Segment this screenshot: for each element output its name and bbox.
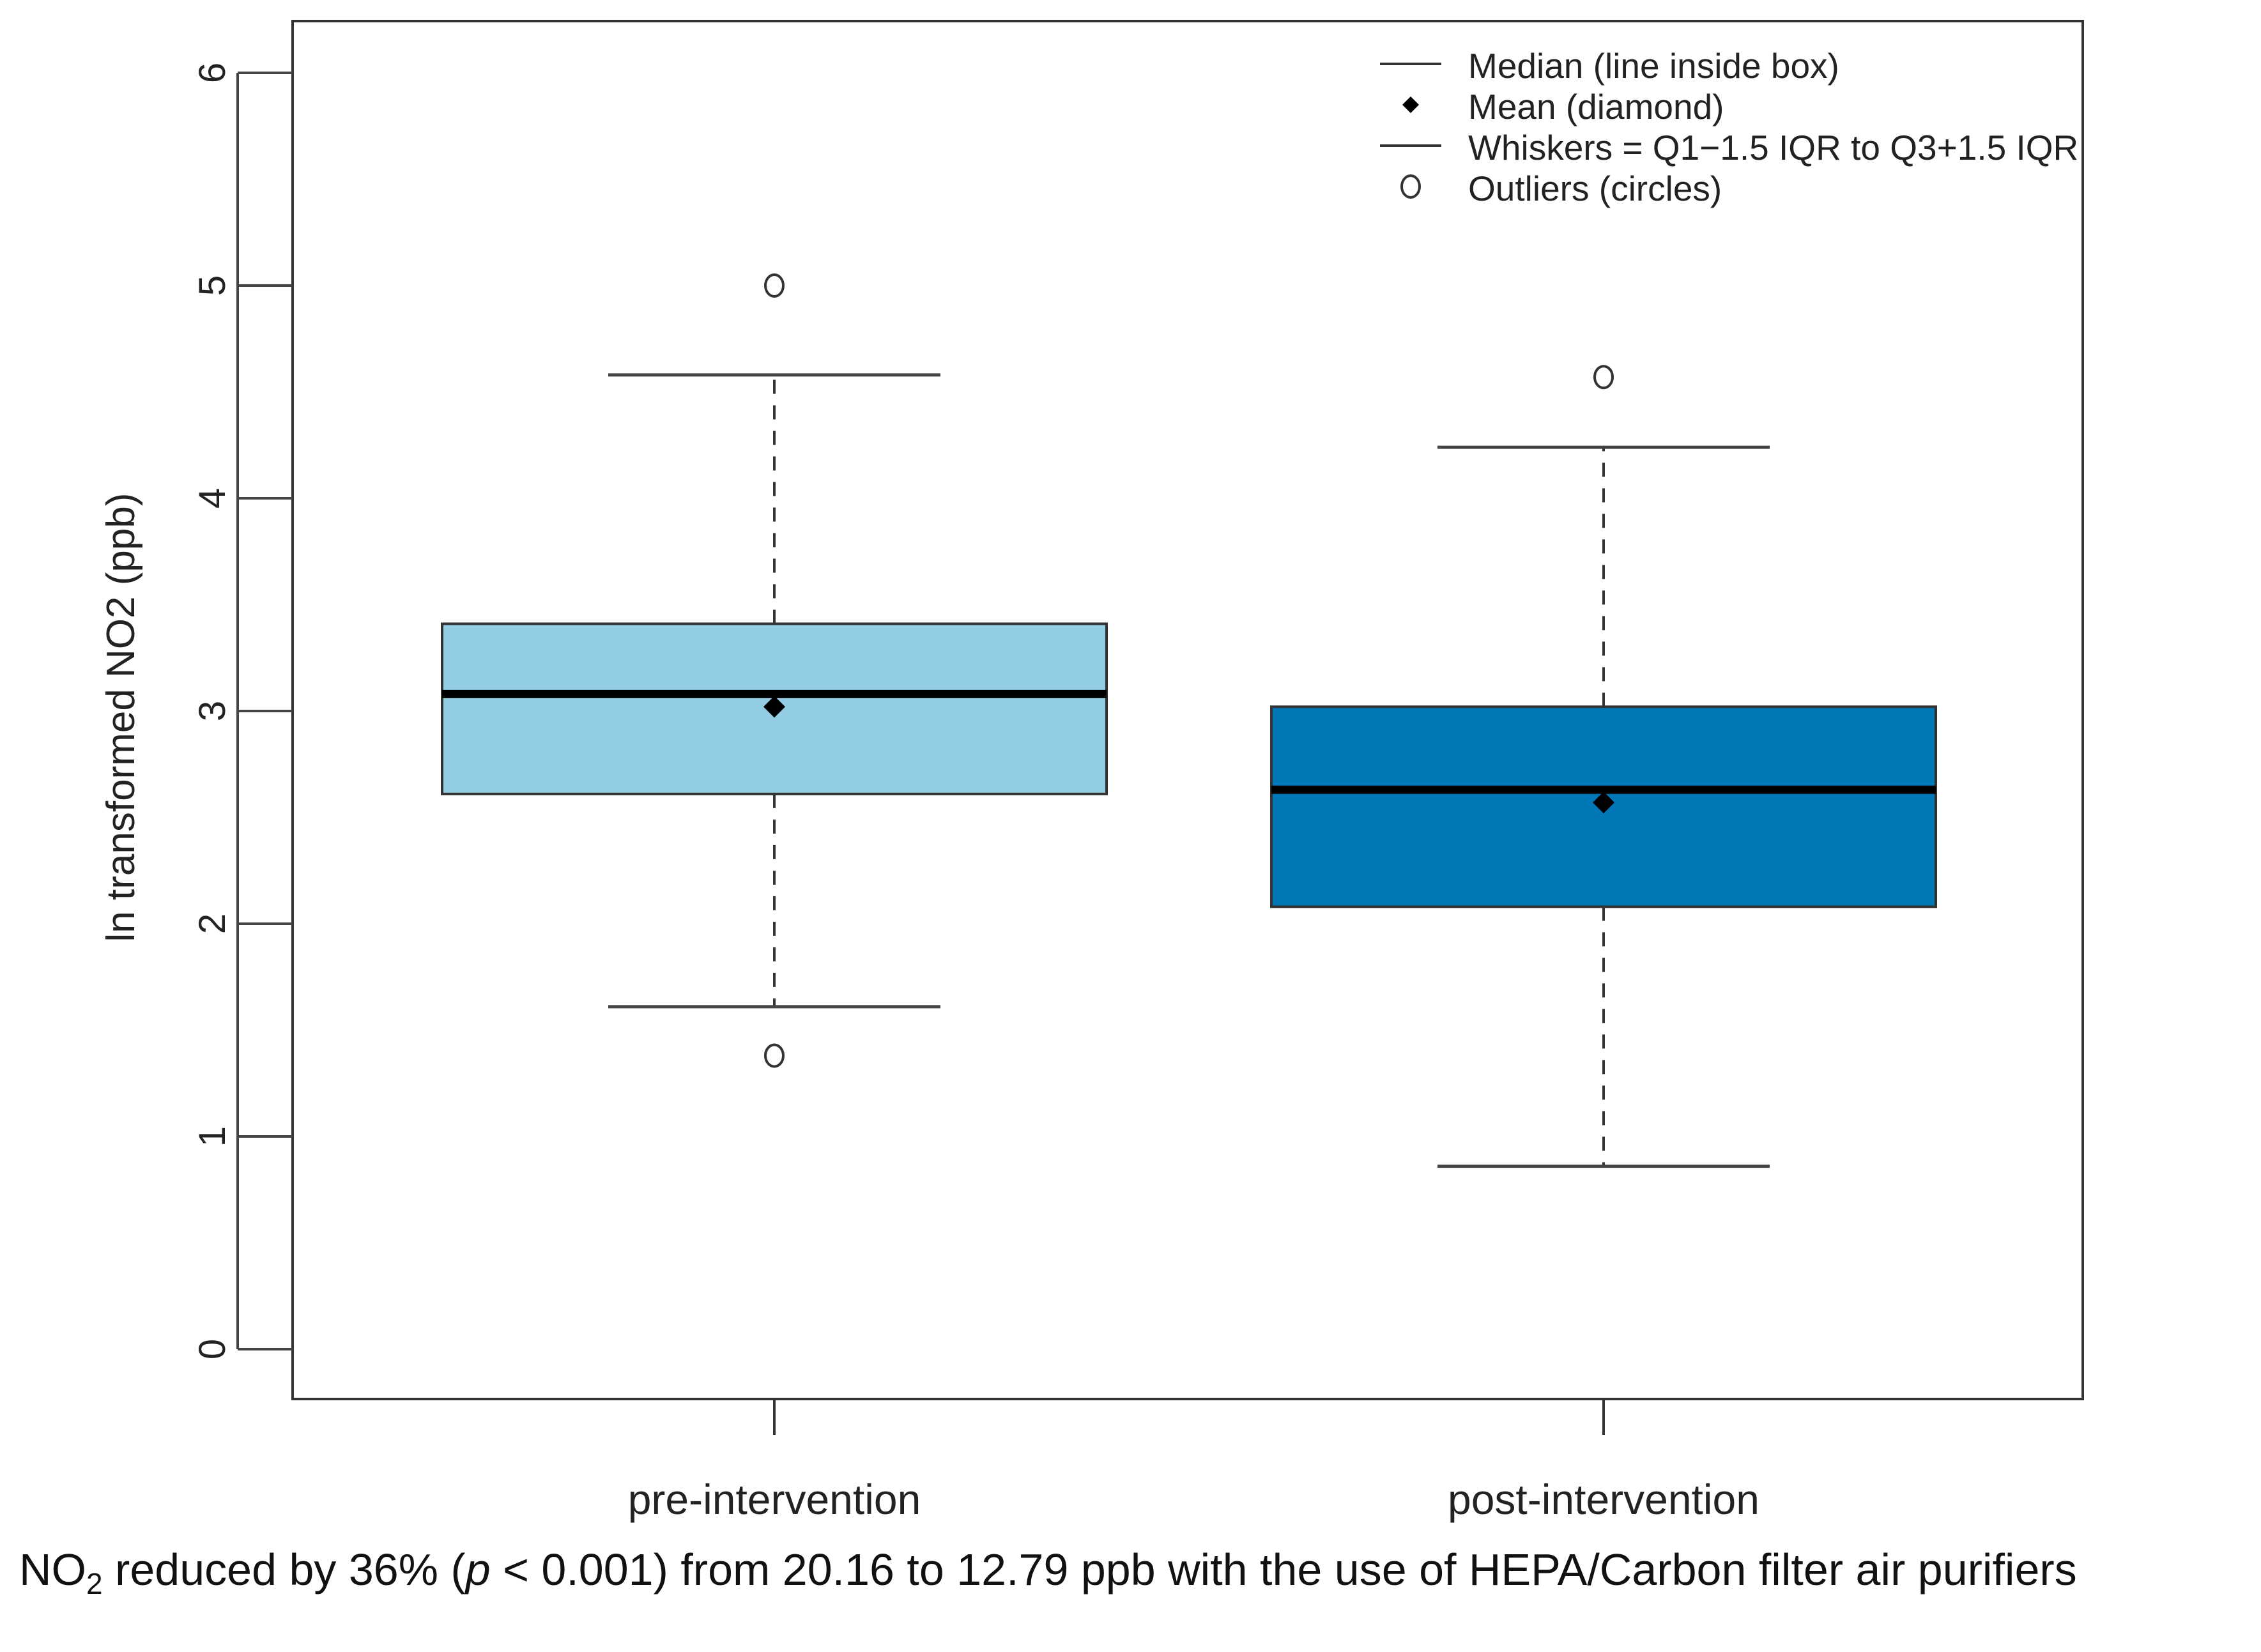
mean-diamond — [763, 696, 785, 718]
legend-entry: Mean (diamond) — [1402, 87, 1724, 126]
legend: Median (line inside box)Mean (diamond)Wh… — [1380, 46, 2078, 208]
box-pre-intervention — [441, 273, 1108, 1068]
y-axis: 0 1 2 3 4 5 6 pre-intervention post-intervention — [192, 20, 2084, 1523]
legend-label: Whiskers = Q1−1.5 IQR to Q3+1.5 IQR — [1468, 128, 2078, 167]
legend-label: Median (line inside box) — [1468, 46, 1839, 86]
legend-entry: Whiskers = Q1−1.5 IQR to Q3+1.5 IQR — [1380, 128, 2078, 167]
caption-p-italic: p — [465, 1545, 491, 1595]
y-axis-label: ln transformed NO2 (ppb) — [99, 493, 143, 942]
x-tick-label: pre-intervention — [628, 1476, 921, 1523]
caption-middle: reduced by 36% ( — [102, 1545, 466, 1595]
outlier-point — [764, 273, 785, 298]
y-tick-label: 3 — [192, 701, 233, 721]
plot-area — [441, 273, 1937, 1168]
box-post-intervention — [1270, 365, 1937, 1168]
caption-suffix: < 0.001) from 20.16 to 12.79 ppb with th… — [490, 1545, 2077, 1595]
y-tick-label: 5 — [192, 275, 233, 296]
caption-prefix: NO — [19, 1545, 86, 1595]
legend-diamond-symbol — [1402, 96, 1419, 113]
outlier-point — [764, 1043, 785, 1068]
figure-caption: NO2 reduced by 36% (p < 0.001) from 20.1… — [19, 1543, 2249, 1602]
legend-circle-symbol — [1400, 174, 1421, 199]
caption-subscript: 2 — [86, 1567, 103, 1600]
legend-entry: Median (line inside box) — [1380, 46, 1839, 86]
legend-label: Mean (diamond) — [1468, 87, 1724, 126]
boxplot-chart: 0 1 2 3 4 5 6 pre-intervention post-intervention… — [99, 20, 2084, 1523]
y-tick-label: 1 — [192, 1126, 233, 1147]
mean-diamond — [1593, 792, 1614, 814]
y-tick-label: 6 — [192, 63, 233, 83]
legend-label: Outliers (circles) — [1468, 169, 1722, 208]
y-tick-label: 4 — [192, 488, 233, 509]
x-tick-label: post-intervention — [1448, 1476, 1759, 1523]
outlier-point — [1593, 365, 1614, 390]
legend-entry: Outliers (circles) — [1400, 169, 1722, 208]
y-tick-label: 2 — [192, 914, 233, 934]
y-tick-label: 0 — [192, 1339, 233, 1359]
